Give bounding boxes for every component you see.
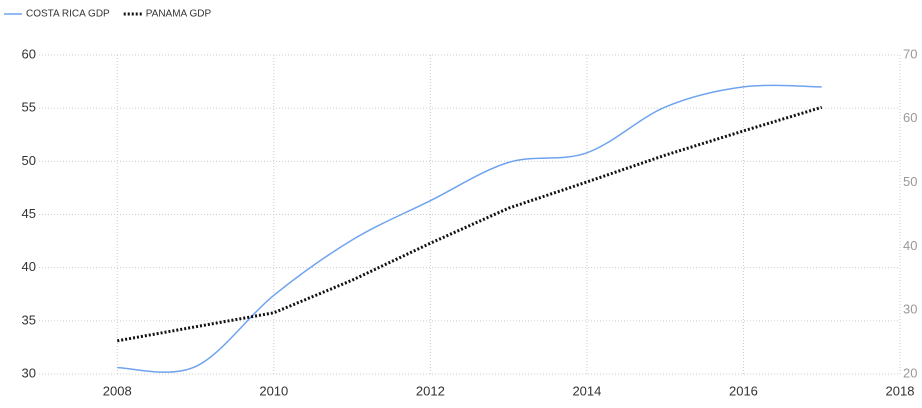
- x-tick-label: 2014: [572, 383, 601, 398]
- y-tick-label: 40: [22, 259, 36, 274]
- y2-tick-label: 70: [903, 46, 917, 61]
- y-tick-label: 50: [22, 153, 36, 168]
- series-line: [117, 84, 822, 373]
- y2-tick-label: 50: [903, 174, 917, 189]
- x-tick-label: 2018: [886, 383, 915, 398]
- legend-label: COSTA RICA GDP: [26, 9, 110, 20]
- y-tick-label: 60: [22, 46, 36, 61]
- legend: COSTA RICA GDP PANAMA GDP: [4, 9, 211, 20]
- x-tick-label: 2012: [416, 383, 445, 398]
- legend-label: PANAMA GDP: [146, 9, 212, 20]
- y-tick-label: 30: [22, 365, 36, 380]
- y2-tick-label: 20: [903, 365, 917, 380]
- y-tick-label: 55: [22, 100, 36, 115]
- x-tick-label: 2008: [103, 383, 132, 398]
- y-tick-label: 35: [22, 312, 36, 327]
- x-tick-label: 2010: [259, 383, 288, 398]
- x-tick-label: 2016: [729, 383, 758, 398]
- y2-tick-label: 40: [903, 238, 917, 253]
- y-tick-label: 45: [22, 206, 36, 221]
- y2-tick-label: 30: [903, 302, 917, 317]
- series-line: [117, 105, 823, 343]
- y2-tick-label: 60: [903, 110, 917, 125]
